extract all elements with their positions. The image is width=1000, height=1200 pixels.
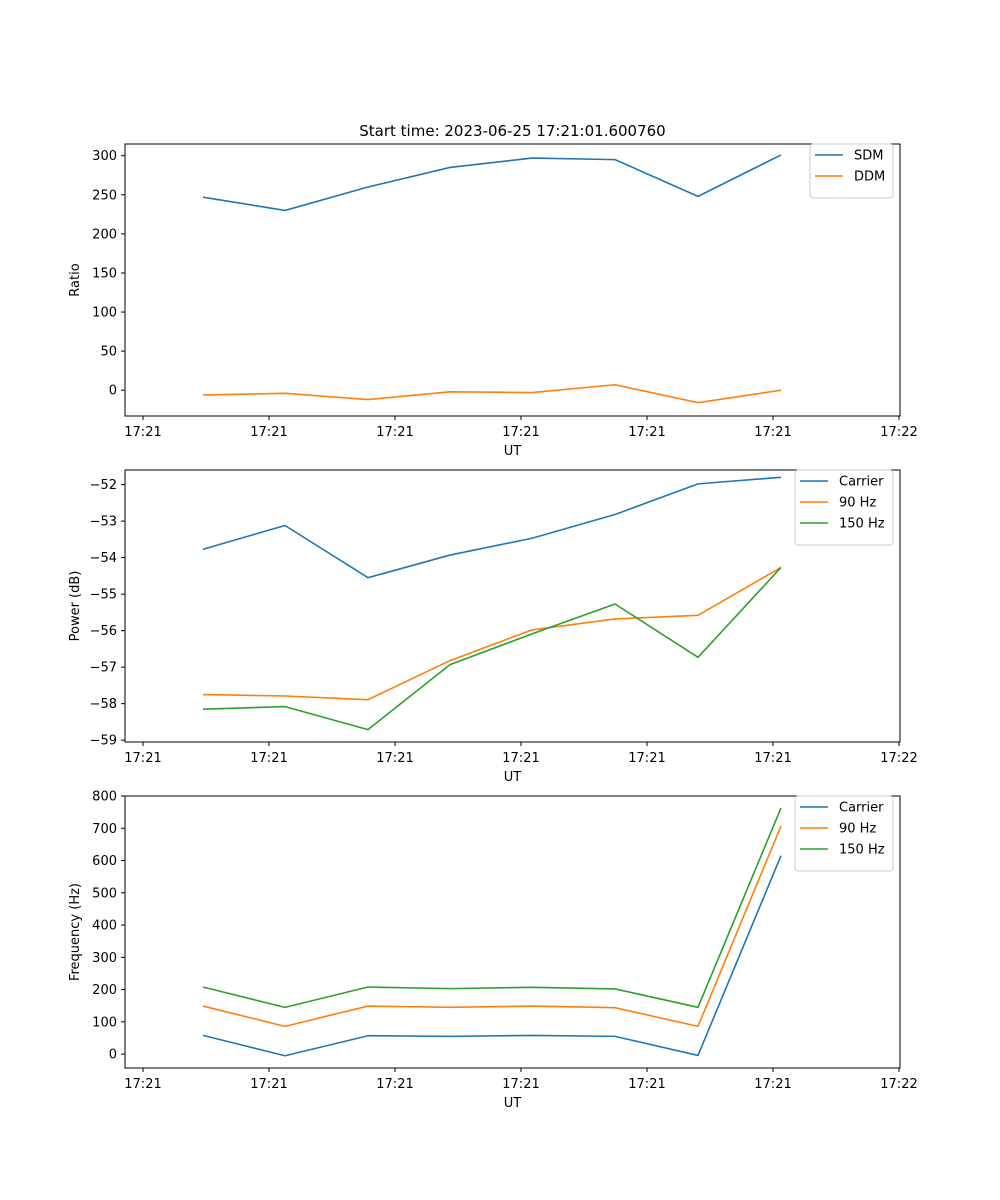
chart-panels: 17:21 17:21 17:21 17:21 17:21 17:21 17:22 0 50 10… — [68, 143, 918, 1112]
legend-box — [809, 143, 894, 199]
y-tick-label: 200 — [92, 227, 117, 242]
x-tick-label: 17:21 — [502, 1077, 539, 1092]
x-tick-label: 17:21 — [754, 751, 791, 766]
x-axis-label: UT — [504, 444, 522, 459]
legend-label: 90 Hz — [839, 822, 876, 837]
y-tick-label: 600 — [92, 854, 117, 869]
legend: Carrier 90 Hz 150 Hz — [794, 795, 894, 872]
x-tick-label: 17:21 — [502, 425, 539, 440]
y-axis-label: Ratio — [68, 263, 83, 296]
legend-label: 150 Hz — [839, 843, 885, 858]
x-tick-label: 17:21 — [754, 1077, 791, 1092]
x-tick-label: 17:21 — [628, 425, 665, 440]
chart-title: Start time: 2023-06-25 17:21:01.600760 — [359, 122, 665, 140]
x-tick-label: 17:21 — [250, 751, 287, 766]
x-axis-label: UT — [504, 1096, 522, 1111]
plot-area — [124, 143, 901, 417]
chart-panel-1: 17:21 17:21 17:21 17:21 17:21 17:21 17:22 0 50 10… — [68, 143, 918, 459]
plot-area — [124, 469, 901, 743]
y-tick-label: 300 — [92, 951, 117, 966]
legend-label: Carrier — [839, 801, 884, 816]
x-tick-label: 17:21 — [376, 425, 413, 440]
y-tick-label: 700 — [92, 822, 117, 837]
legend-label: DDM — [854, 170, 885, 185]
chart-panel-3: 17:21 17:21 17:21 17:21 17:21 17:21 17:22 0 100 2… — [68, 790, 918, 1112]
y-tick-label: 150 — [92, 266, 117, 281]
y-tick-label: −57 — [90, 661, 117, 676]
series-line-90-hz — [202, 825, 782, 1028]
y-tick-label: 100 — [92, 1015, 117, 1030]
series-line-carrier — [202, 855, 782, 1057]
legend-box — [794, 469, 894, 546]
y-tick-label: 0 — [109, 1048, 117, 1063]
y-tick-label: −59 — [90, 734, 117, 749]
x-tick-label: 17:22 — [880, 751, 917, 766]
x-axis-label: UT — [504, 770, 522, 785]
x-tick-label: 17:21 — [628, 1077, 665, 1092]
y-tick-label: 100 — [92, 306, 117, 321]
series-line-ddm — [202, 383, 782, 404]
x-tick-label: 17:21 — [502, 751, 539, 766]
y-tick-label: 50 — [100, 345, 117, 360]
x-tick-label: 17:21 — [250, 1077, 287, 1092]
x-tick-label: 17:21 — [376, 1077, 413, 1092]
legend: Carrier 90 Hz 150 Hz — [794, 469, 894, 546]
x-tick-label: 17:21 — [754, 425, 791, 440]
x-tick-label: 17:22 — [880, 1077, 917, 1092]
x-tick-label: 17:21 — [124, 751, 161, 766]
chart-panel-2: 17:21 17:21 17:21 17:21 17:21 17:21 17:22 −59 −5… — [68, 469, 918, 785]
y-tick-label: −55 — [90, 588, 117, 603]
y-tick-label: −54 — [90, 551, 117, 566]
series-line-sdm — [202, 154, 782, 212]
y-tick-label: −52 — [90, 478, 117, 493]
legend: SDM DDM — [809, 143, 894, 199]
x-tick-label: 17:21 — [628, 751, 665, 766]
legend-label: 90 Hz — [839, 496, 876, 511]
x-tick-label: 17:21 — [124, 1077, 161, 1092]
legend-box — [794, 795, 894, 872]
y-tick-label: 0 — [109, 384, 117, 399]
y-tick-label: −58 — [90, 697, 117, 712]
x-tick-label: 17:22 — [880, 425, 917, 440]
series-line-90-hz — [202, 566, 782, 701]
x-tick-label: 17:21 — [124, 425, 161, 440]
y-axis-label: Frequency (Hz) — [68, 883, 83, 981]
x-tick-label: 17:21 — [376, 751, 413, 766]
x-tick-label: 17:21 — [250, 425, 287, 440]
y-tick-label: 300 — [92, 149, 117, 164]
y-tick-label: 800 — [92, 790, 117, 805]
legend-label: SDM — [854, 149, 883, 164]
series-line-150-hz — [202, 566, 782, 731]
y-tick-label: 400 — [92, 919, 117, 934]
legend-label: Carrier — [839, 475, 884, 490]
y-tick-label: 500 — [92, 886, 117, 901]
series-line-150-hz — [202, 807, 782, 1009]
y-tick-label: 250 — [92, 188, 117, 203]
series-line-carrier — [202, 476, 782, 579]
y-tick-label: −53 — [90, 515, 117, 530]
y-tick-label: 200 — [92, 983, 117, 998]
y-axis-label: Power (dB) — [68, 571, 83, 642]
legend-label: 150 Hz — [839, 517, 885, 532]
plot-area — [124, 795, 901, 1069]
y-tick-label: −56 — [90, 624, 117, 639]
